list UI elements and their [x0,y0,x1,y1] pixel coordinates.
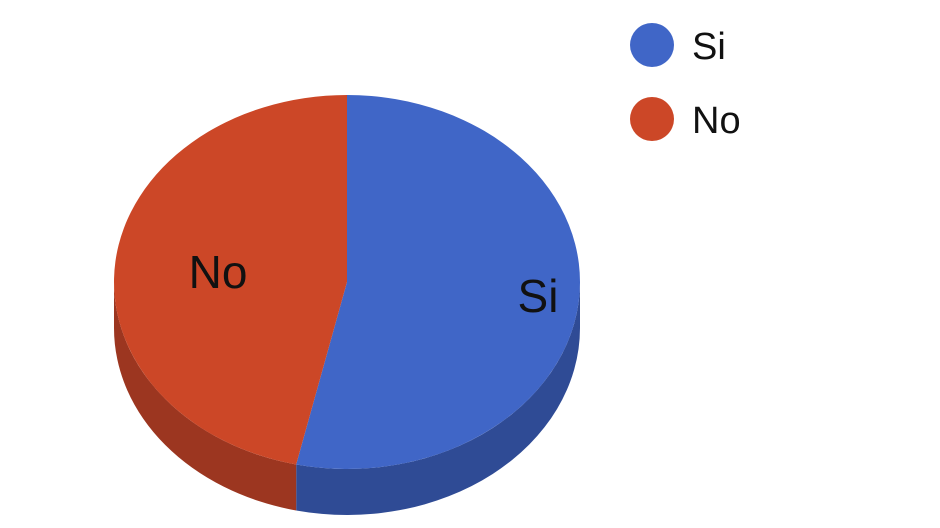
pie-side-no [114,282,297,511]
legend: Si No [630,23,741,142]
slice-label-si: Si [518,270,559,322]
pie-slice-no [113,95,348,465]
legend-swatch-si [630,23,674,67]
slice-label-no: No [189,246,248,298]
pie-sides [114,282,580,515]
pie-slice-si [296,95,580,469]
legend-label-no: No [692,100,741,142]
pie-side-si [296,282,580,515]
legend-label-si: Si [692,26,726,68]
legend-swatch-no [630,97,674,141]
pie-slices [113,95,580,469]
